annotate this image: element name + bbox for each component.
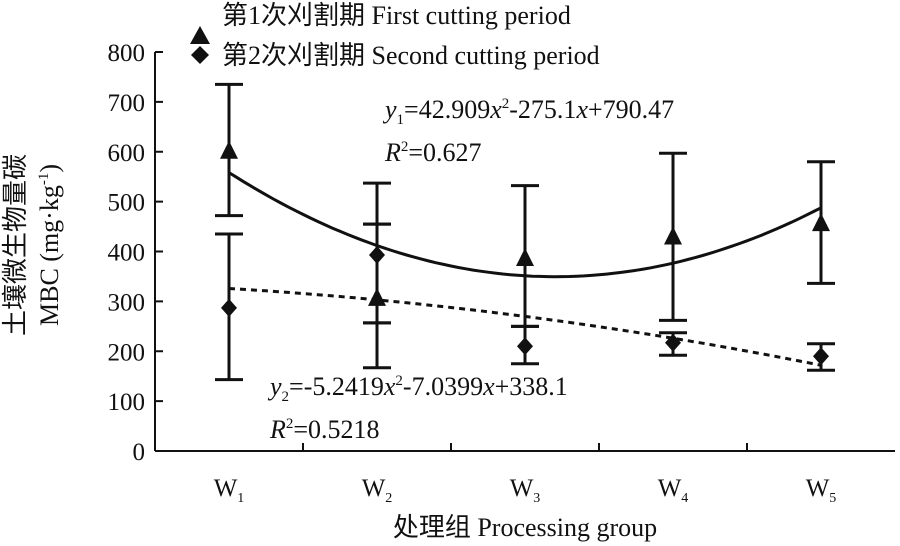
x-axis-title: 处理组 Processing group — [393, 513, 657, 542]
y-tick-label: 100 — [108, 389, 146, 416]
point-second-cutting — [221, 298, 237, 317]
y-tick-label: 500 — [108, 190, 146, 217]
legend-series-1: 第1次刈割期 First cutting period — [222, 1, 571, 30]
data-markers — [220, 140, 830, 366]
x-tick-label: W4 — [658, 475, 689, 506]
x-ticks: W1 W2 W3 W4 W5 — [214, 443, 837, 506]
error-bars — [215, 82, 835, 382]
point-second-cutting — [369, 245, 385, 264]
equation-second-cutting: y2=-5.2419x2-7.0399x+338.1 — [267, 372, 568, 405]
point-second-cutting — [517, 337, 533, 356]
x-tick-label: W2 — [362, 475, 393, 506]
x-tick-label: W1 — [214, 475, 245, 506]
y-axis-title-cn: 土壤微生物量碳 — [1, 154, 30, 336]
legend-diamond-icon — [191, 46, 209, 64]
point-first-cutting — [664, 226, 682, 245]
equation-first-cutting: y1=42.909x2-275.1x+790.47 — [382, 95, 674, 128]
x-tick-label: W5 — [806, 475, 837, 506]
y-tick-label: 200 — [108, 339, 146, 366]
point-first-cutting — [516, 247, 534, 266]
legend-triangle-icon — [190, 26, 210, 44]
y-tick-label: 400 — [108, 240, 146, 267]
point-first-cutting — [812, 213, 830, 232]
r2-second-cutting: R2=0.5218 — [269, 415, 380, 444]
y-tick-label: 800 — [108, 40, 146, 67]
legend: 第1次刈割期 First cutting period 第2次刈割期 Secon… — [190, 1, 600, 70]
point-second-cutting — [665, 333, 681, 352]
y-axis-title-en: MBC (mg·kg-1) — [35, 164, 64, 326]
r2-first-cutting: R2=0.627 — [384, 138, 482, 167]
point-first-cutting — [220, 140, 238, 159]
x-tick-label: W3 — [510, 475, 541, 506]
y-ticks: 0 100 200 300 400 500 600 700 800 — [108, 40, 163, 466]
y-tick-label: 700 — [108, 90, 146, 117]
y-tick-label: 300 — [108, 289, 146, 316]
point-second-cutting — [813, 347, 829, 366]
legend-series-2: 第2次刈割期 Second cutting period — [222, 41, 600, 70]
y-tick-label: 0 — [133, 439, 146, 466]
y-tick-label: 600 — [108, 140, 146, 167]
point-first-cutting — [368, 287, 386, 306]
